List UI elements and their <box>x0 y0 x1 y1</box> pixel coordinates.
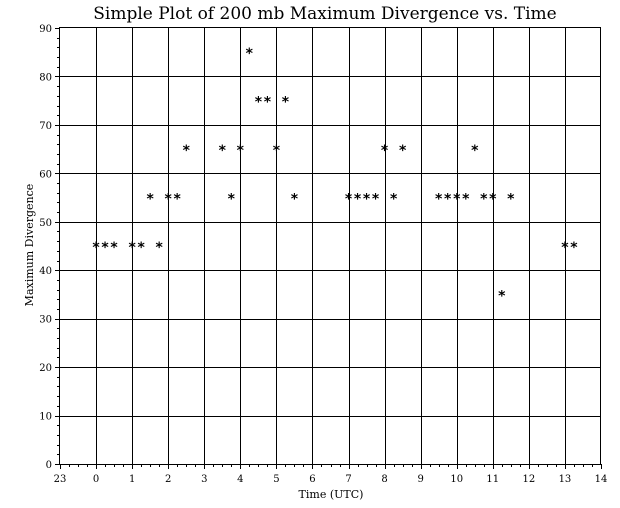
y-tick-label: 80 <box>39 72 52 83</box>
y-tick-label: 10 <box>39 412 52 423</box>
data-point: * <box>128 240 136 256</box>
data-point: * <box>110 240 118 256</box>
data-point: * <box>363 192 371 208</box>
y-tick-label: 90 <box>39 24 52 35</box>
data-point: * <box>435 192 443 208</box>
data-point: * <box>273 143 281 159</box>
x-tick-label: 11 <box>486 474 499 485</box>
data-point: * <box>354 192 362 208</box>
data-point: * <box>390 192 398 208</box>
x-tick-label: 6 <box>309 474 315 485</box>
data-point: * <box>480 192 488 208</box>
x-tick-label: 9 <box>417 474 423 485</box>
x-tick-label: 8 <box>381 474 387 485</box>
x-tick-label: 0 <box>93 474 99 485</box>
tick-layer: 23 0 1 2 3 4 5 6 7 8 9 10 11 12 13 14010203040506070809… <box>39 24 607 485</box>
data-point: * <box>291 192 299 208</box>
data-point: * <box>498 288 506 304</box>
data-point: * <box>183 143 191 159</box>
data-point: * <box>228 192 236 208</box>
data-point: * <box>462 192 470 208</box>
data-points: * * * * **** ** ***** **** * * * ***** * * *** **** * <box>92 46 578 304</box>
x-tick-label: 14 <box>595 474 608 485</box>
data-point: * <box>92 240 100 256</box>
data-point: * <box>282 95 290 111</box>
data-point: * <box>165 192 173 208</box>
data-point: * <box>507 192 515 208</box>
x-tick-label: 23 <box>54 474 67 485</box>
plot-frame <box>59 27 601 465</box>
x-tick-label: 7 <box>345 474 351 485</box>
y-tick-label: 70 <box>39 121 52 132</box>
data-point: * <box>255 95 263 111</box>
y-axis-label: Maximum Divergence <box>23 184 36 307</box>
y-tick-label: 30 <box>39 315 52 326</box>
x-tick-label: 2 <box>165 474 171 485</box>
y-tick-label: 40 <box>39 266 52 277</box>
x-tick-label: 4 <box>237 474 243 485</box>
y-tick-label: 0 <box>46 460 52 471</box>
data-point: * <box>246 46 254 62</box>
data-point: * <box>101 240 109 256</box>
data-point: * <box>345 192 353 208</box>
data-point: * <box>381 143 389 159</box>
data-point: * <box>264 95 272 111</box>
data-point: * <box>372 192 380 208</box>
data-point: * <box>570 240 578 256</box>
data-point: * <box>174 192 182 208</box>
data-point: * <box>489 192 497 208</box>
data-point: * <box>444 192 452 208</box>
data-point: * <box>147 192 155 208</box>
y-tick-label: 60 <box>39 169 52 180</box>
x-tick-label: 5 <box>273 474 279 485</box>
x-tick-label: 10 <box>450 474 463 485</box>
x-tick-label: 13 <box>559 474 572 485</box>
data-point: * <box>156 240 164 256</box>
y-tick-label: 20 <box>39 363 52 374</box>
data-point: * <box>561 240 569 256</box>
x-axis-label: Time (UTC) <box>299 488 364 501</box>
chart-title: Simple Plot of 200 mb Maximum Divergence… <box>93 4 557 24</box>
x-tick-label: 1 <box>129 474 135 485</box>
data-point: * <box>137 240 145 256</box>
data-point: * <box>237 143 245 159</box>
x-tick-label: 12 <box>522 474 535 485</box>
data-point: * <box>399 143 407 159</box>
x-tick-label: 3 <box>201 474 207 485</box>
y-tick-label: 50 <box>39 218 52 229</box>
grid-layer <box>60 28 601 464</box>
data-point: * <box>453 192 461 208</box>
data-point: * <box>219 143 227 159</box>
data-point: * <box>471 143 479 159</box>
